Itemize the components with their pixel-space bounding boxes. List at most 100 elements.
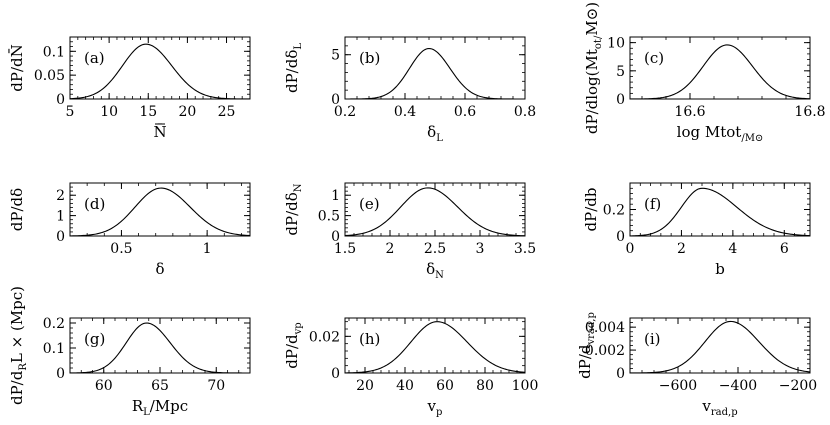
y-tick-label: 0.2 <box>43 316 65 332</box>
x-tick-label: 20 <box>178 104 196 120</box>
x-tick-label: 4 <box>728 241 737 257</box>
x-tick-label: 80 <box>476 378 494 394</box>
x-tick-label: 3 <box>476 241 485 257</box>
y-tick-label: 0.1 <box>43 44 65 60</box>
panel-f: 0 2 4 6 0 0.2 (f) b dP/db <box>582 182 811 278</box>
y-tick-label: 0.05 <box>34 68 65 84</box>
y-tick-label: 0 <box>56 229 65 245</box>
x-tick-label: 3.5 <box>514 241 536 257</box>
x-tick-label: 20 <box>356 378 374 394</box>
distribution-curve <box>69 322 250 374</box>
distribution-curve <box>629 44 811 100</box>
y-tick-label: 0 <box>616 229 625 245</box>
panel-tag: (d) <box>84 195 105 213</box>
x-tick-label: 10 <box>100 104 118 120</box>
x-tick-label: 16.6 <box>674 104 705 120</box>
y-tick-label: 0.004 <box>585 320 625 336</box>
panel-c: 16.6 16.8 0 5 10 (c) log Mtot/M⊙ dP/dlog(Mtot/M… <box>583 2 826 144</box>
y-tick-label: 1 <box>331 188 340 204</box>
panel-tag: (g) <box>84 330 105 348</box>
plot-frame <box>629 36 811 100</box>
x-tick-label: 2 <box>386 241 395 257</box>
y-axis-label: dP/dδ <box>8 188 26 231</box>
y-tick-label: 0.002 <box>585 343 625 359</box>
x-tick-label: 70 <box>207 378 225 394</box>
x-tick-label: 60 <box>95 378 113 394</box>
y-tick-label: 2 <box>56 188 65 204</box>
y-axis-label: dP/dN̄ <box>8 44 26 91</box>
x-tick-label: 0.6 <box>454 104 476 120</box>
y-tick-label: 0 <box>616 92 625 108</box>
y-axis-label: dP/dRL × (Mpc) <box>8 286 29 405</box>
x-tick-label: 0.5 <box>110 241 132 257</box>
y-tick-label: 0 <box>616 366 625 382</box>
x-tick-label: 6 <box>780 241 789 257</box>
y-tick-label: 0 <box>331 92 340 108</box>
x-tick-label: −200 <box>779 378 817 394</box>
x-tick-label: 40 <box>396 378 414 394</box>
x-tick-label: 1.5 <box>334 241 356 257</box>
x-axis-label: δN <box>426 260 444 281</box>
x-tick-label: 100 <box>512 378 539 394</box>
x-tick-label: 15 <box>139 104 157 120</box>
panel-tag: (h) <box>359 330 380 348</box>
panel-tag: (f) <box>644 195 661 213</box>
panel-tag: (i) <box>644 330 661 348</box>
x-tick-label: 0.2 <box>334 104 356 120</box>
panel-h: 20 40 60 80 100 0 0.02 (h) vp dP/dvp <box>283 317 539 418</box>
distribution-curve <box>344 321 526 374</box>
x-tick-label: 16.8 <box>794 104 825 120</box>
distribution-curve <box>344 47 525 100</box>
y-tick-label: 0 <box>331 366 340 382</box>
y-axis-label: dP/dδN <box>283 183 304 235</box>
x-tick-label: 0 <box>626 241 635 257</box>
x-axis-label: vrad,p <box>701 397 737 418</box>
panel-i: −600 −400 −200 0 0.002 0.004 (i) vrad,p dP/dvrad… <box>576 312 817 418</box>
y-tick-label: 0 <box>56 92 65 108</box>
x-tick-label: 0.8 <box>514 104 536 120</box>
plot-frame <box>69 182 251 237</box>
y-tick-label: 0 <box>56 366 65 382</box>
y-axis-label: dP/dlog(Mtot/M⊙) <box>583 2 604 134</box>
y-tick-label: 10 <box>607 36 625 52</box>
panel-tag: (e) <box>359 195 380 213</box>
x-tick-label: 5 <box>66 104 75 120</box>
panel-e: 1.5 2 2.5 3 3.5 0 0.5 1 (e) δN dP/dδN <box>283 182 536 281</box>
x-tick-label: −600 <box>659 378 697 394</box>
plot-frame <box>69 36 251 100</box>
x-axis-label: vp <box>427 397 443 418</box>
x-axis-label: b <box>715 260 725 278</box>
y-tick-label: 0.1 <box>43 341 65 357</box>
x-axis-label: δ <box>155 260 164 278</box>
x-tick-label: 2.5 <box>424 241 446 257</box>
x-tick-label: 0.4 <box>394 104 416 120</box>
distribution-curve <box>629 320 811 374</box>
distribution-curve <box>69 43 250 100</box>
x-tick-label: 65 <box>151 378 169 394</box>
x-tick-label: 25 <box>218 104 236 120</box>
y-tick-label: 5 <box>616 64 625 80</box>
plot-frame <box>344 317 526 374</box>
y-tick-label: 0.02 <box>309 329 340 345</box>
x-tick-label: 1 <box>203 241 212 257</box>
x-axis-label: RL/Mpc <box>132 397 188 418</box>
y-axis-label: dP/dδL <box>283 43 304 93</box>
panel-g: 60 65 70 0 0.1 0.2 (g) RL/Mpc dP/dRL × (Mpc) <box>8 286 251 418</box>
y-tick-label: 5 <box>331 48 340 64</box>
panel-tag: (b) <box>359 49 380 67</box>
plot-frame <box>344 36 526 100</box>
distribution-curve <box>344 187 526 237</box>
x-tick-label: 60 <box>436 378 454 394</box>
x-axis-label: δL <box>427 123 443 144</box>
panel-d: 0.5 1 0 1 2 (d) δ dP/dδ <box>8 182 251 278</box>
panel-tag: (c) <box>644 49 664 67</box>
y-tick-label: 0 <box>331 229 340 245</box>
distribution-curve <box>69 187 251 237</box>
y-tick-label: 0.5 <box>318 209 340 225</box>
x-tick-label: −400 <box>719 378 757 394</box>
y-tick-label: 1 <box>56 209 65 225</box>
y-axis-label: dP/dvp <box>283 322 304 368</box>
y-axis-label: dP/db <box>582 188 600 232</box>
x-axis-label: log Mtot/M⊙ <box>677 123 764 144</box>
